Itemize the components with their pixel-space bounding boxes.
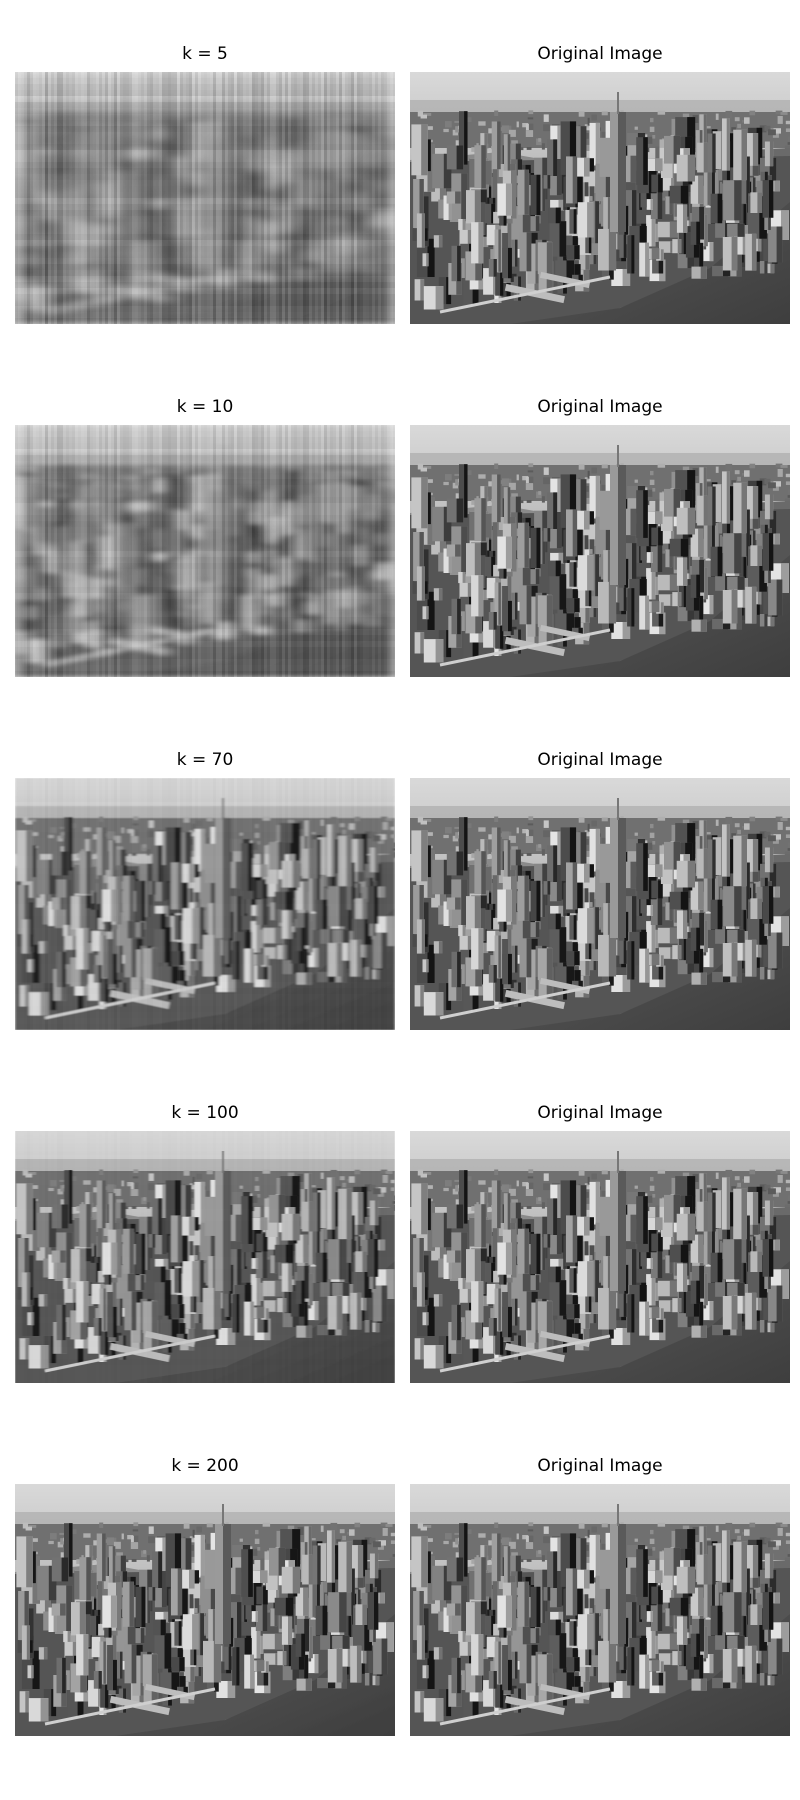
original-image <box>410 778 790 1030</box>
reconstruction-title: k = 5 <box>182 44 228 64</box>
original-image <box>410 1484 790 1736</box>
original-image <box>410 425 790 677</box>
reconstruction-title: k = 100 <box>171 1103 239 1123</box>
original-title: Original Image <box>537 44 663 64</box>
reconstruction-image <box>15 1131 395 1383</box>
reconstruction-title: k = 200 <box>171 1456 239 1476</box>
reconstruction-image <box>15 1484 395 1736</box>
original-title: Original Image <box>537 397 663 417</box>
reconstruction-image <box>15 425 395 677</box>
original-title: Original Image <box>537 750 663 770</box>
original-image <box>410 1131 790 1383</box>
original-title: Original Image <box>537 1456 663 1476</box>
reconstruction-image <box>15 72 395 324</box>
original-title: Original Image <box>537 1103 663 1123</box>
reconstruction-image <box>15 778 395 1030</box>
reconstruction-title: k = 70 <box>176 750 234 770</box>
reconstruction-title: k = 10 <box>176 397 234 417</box>
original-image <box>410 72 790 324</box>
